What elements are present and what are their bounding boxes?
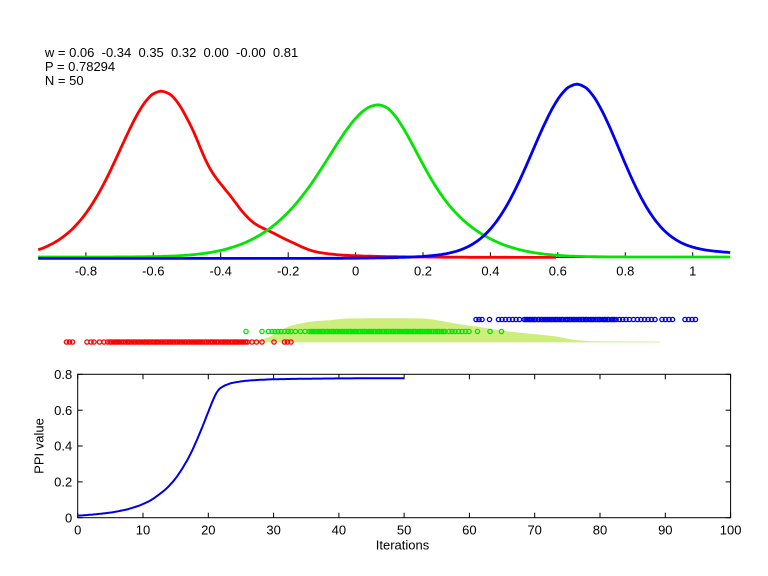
- svg-text:0.2: 0.2: [54, 475, 72, 490]
- svg-text:P = 0.78294: P = 0.78294: [45, 59, 115, 74]
- svg-text:N = 50: N = 50: [45, 73, 84, 88]
- svg-text:0.2: 0.2: [414, 263, 432, 278]
- svg-text:PPI value: PPI value: [32, 418, 47, 474]
- svg-text:0.6: 0.6: [549, 263, 567, 278]
- svg-text:0.4: 0.4: [54, 439, 72, 454]
- svg-text:0: 0: [74, 523, 81, 538]
- svg-text:50: 50: [397, 523, 411, 538]
- svg-text:80: 80: [593, 523, 607, 538]
- svg-text:-0.4: -0.4: [209, 263, 231, 278]
- svg-text:10: 10: [136, 523, 150, 538]
- svg-text:-0.6: -0.6: [142, 263, 164, 278]
- svg-text:-0.8: -0.8: [75, 263, 97, 278]
- svg-text:90: 90: [658, 523, 672, 538]
- svg-text:0.6: 0.6: [54, 403, 72, 418]
- svg-text:20: 20: [201, 523, 215, 538]
- svg-text:0.8: 0.8: [616, 263, 634, 278]
- svg-text:Iterations: Iterations: [376, 537, 430, 552]
- svg-text:30: 30: [266, 523, 280, 538]
- svg-text:w = 0.06 -0.34 0.35 0.32 0: w = 0.06 -0.34 0.35 0.32 0.00 -0.00 0.81: [44, 45, 298, 60]
- svg-text:0.4: 0.4: [481, 263, 499, 278]
- svg-text:40: 40: [332, 523, 346, 538]
- svg-text:70: 70: [527, 523, 541, 538]
- svg-text:-0.2: -0.2: [277, 263, 299, 278]
- svg-text:0.8: 0.8: [54, 367, 72, 382]
- svg-text:60: 60: [462, 523, 476, 538]
- svg-text:100: 100: [720, 523, 742, 538]
- svg-text:0: 0: [65, 510, 72, 525]
- svg-text:0: 0: [352, 263, 359, 278]
- svg-text:1: 1: [689, 263, 696, 278]
